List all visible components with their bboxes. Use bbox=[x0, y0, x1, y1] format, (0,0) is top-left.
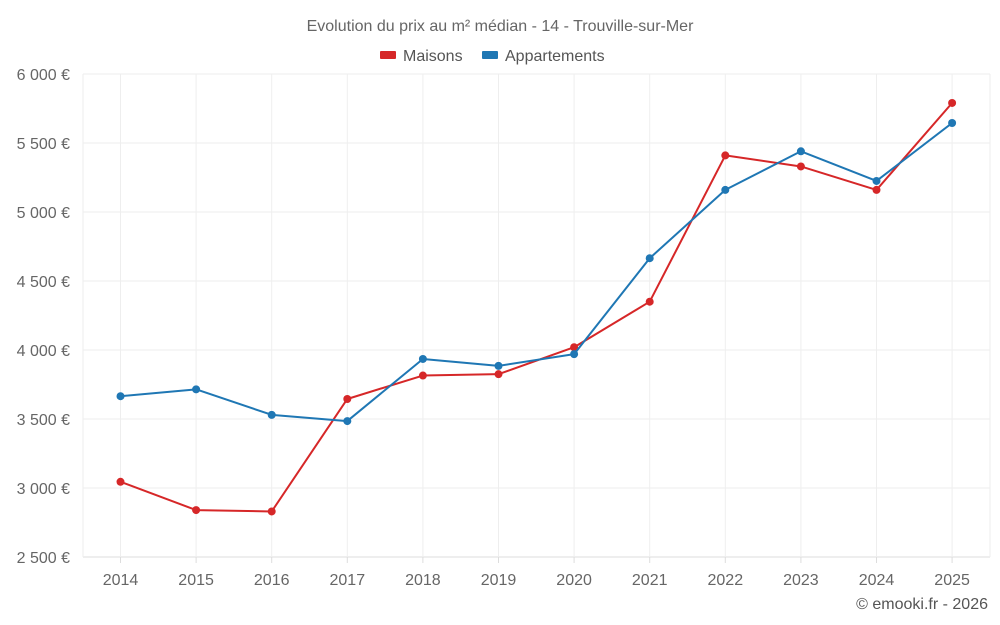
y-tick-label: 2 500 € bbox=[17, 550, 70, 567]
legend-label-appartements: Appartements bbox=[505, 48, 605, 65]
x-tick-label: 2015 bbox=[178, 572, 214, 589]
data-point-maisons-2021[interactable] bbox=[645, 297, 654, 306]
x-tick-label: 2019 bbox=[481, 572, 517, 589]
x-tick-label: 2023 bbox=[783, 572, 819, 589]
data-point-maisons-2017[interactable] bbox=[343, 394, 352, 403]
legend-item-appartements[interactable]: Appartements bbox=[482, 48, 605, 65]
x-tick-label: 2025 bbox=[934, 572, 970, 589]
data-point-appartements-2024[interactable] bbox=[872, 176, 881, 185]
legend-label-maisons: Maisons bbox=[403, 48, 463, 65]
data-point-maisons-2024[interactable] bbox=[872, 185, 881, 194]
x-tick-label: 2014 bbox=[103, 572, 139, 589]
data-point-appartements-2019[interactable] bbox=[494, 361, 503, 370]
chart-grid bbox=[82, 73, 991, 558]
chart-series bbox=[116, 98, 957, 516]
data-point-maisons-2022[interactable] bbox=[721, 151, 730, 160]
x-tick-label: 2021 bbox=[632, 572, 668, 589]
data-point-maisons-2025[interactable] bbox=[948, 98, 957, 107]
data-point-appartements-2016[interactable] bbox=[267, 410, 276, 419]
x-tick-label: 2024 bbox=[859, 572, 895, 589]
series-line-appartements bbox=[119, 121, 954, 423]
data-point-appartements-2018[interactable] bbox=[418, 354, 427, 363]
x-tick-label: 2018 bbox=[405, 572, 441, 589]
data-point-maisons-2015[interactable] bbox=[192, 506, 201, 515]
legend-swatch-appartements bbox=[482, 51, 498, 59]
x-tick-label: 2017 bbox=[330, 572, 366, 589]
series-maisons bbox=[116, 98, 957, 516]
data-point-appartements-2020[interactable] bbox=[570, 350, 579, 359]
legend-item-maisons[interactable]: Maisons bbox=[380, 48, 463, 65]
y-tick-label: 3 500 € bbox=[17, 412, 70, 429]
data-point-maisons-2018[interactable] bbox=[418, 371, 427, 380]
y-tick-label: 3 000 € bbox=[17, 481, 70, 498]
legend-swatch-maisons bbox=[380, 51, 396, 59]
x-axis: 2014 2015 2016 2017 2018 2019 2020 2021 2022 2023… bbox=[103, 557, 970, 589]
data-point-maisons-2014[interactable] bbox=[116, 477, 125, 486]
x-tick-label: 2016 bbox=[254, 572, 290, 589]
y-tick-label: 4 000 € bbox=[17, 343, 70, 360]
data-point-maisons-2016[interactable] bbox=[267, 507, 276, 516]
data-point-appartements-2025[interactable] bbox=[948, 118, 957, 127]
chart-title: Evolution du prix au m² médian - 14 - Tr… bbox=[307, 18, 694, 35]
y-tick-label: 5 500 € bbox=[17, 136, 70, 153]
legend: Maisons Appartements bbox=[380, 48, 605, 65]
y-axis: 2 500 € 3 000 € 3 500 € 4 000 € 4 500 € 5 000… bbox=[17, 67, 70, 567]
y-tick-label: 4 500 € bbox=[17, 274, 70, 291]
x-tick-label: 2020 bbox=[556, 572, 592, 589]
data-point-maisons-2020[interactable] bbox=[570, 343, 579, 352]
data-point-appartements-2023[interactable] bbox=[796, 147, 805, 156]
data-point-appartements-2017[interactable] bbox=[343, 417, 352, 426]
y-tick-label: 5 000 € bbox=[17, 205, 70, 222]
data-point-maisons-2023[interactable] bbox=[796, 162, 805, 171]
x-tick-label: 2022 bbox=[708, 572, 744, 589]
data-point-maisons-2019[interactable] bbox=[494, 370, 503, 379]
footer-credit: © emooki.fr - 2026 bbox=[856, 596, 988, 613]
data-point-appartements-2022[interactable] bbox=[721, 185, 730, 194]
data-point-appartements-2015[interactable] bbox=[192, 385, 201, 394]
data-point-appartements-2021[interactable] bbox=[645, 254, 654, 263]
y-tick-label: 6 000 € bbox=[17, 67, 70, 84]
series-line-maisons bbox=[119, 101, 954, 513]
series-appartements bbox=[116, 118, 957, 426]
data-point-appartements-2014[interactable] bbox=[116, 392, 125, 401]
